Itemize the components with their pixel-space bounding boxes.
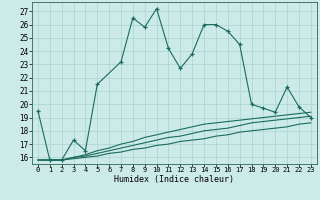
X-axis label: Humidex (Indice chaleur): Humidex (Indice chaleur) [115, 175, 234, 184]
